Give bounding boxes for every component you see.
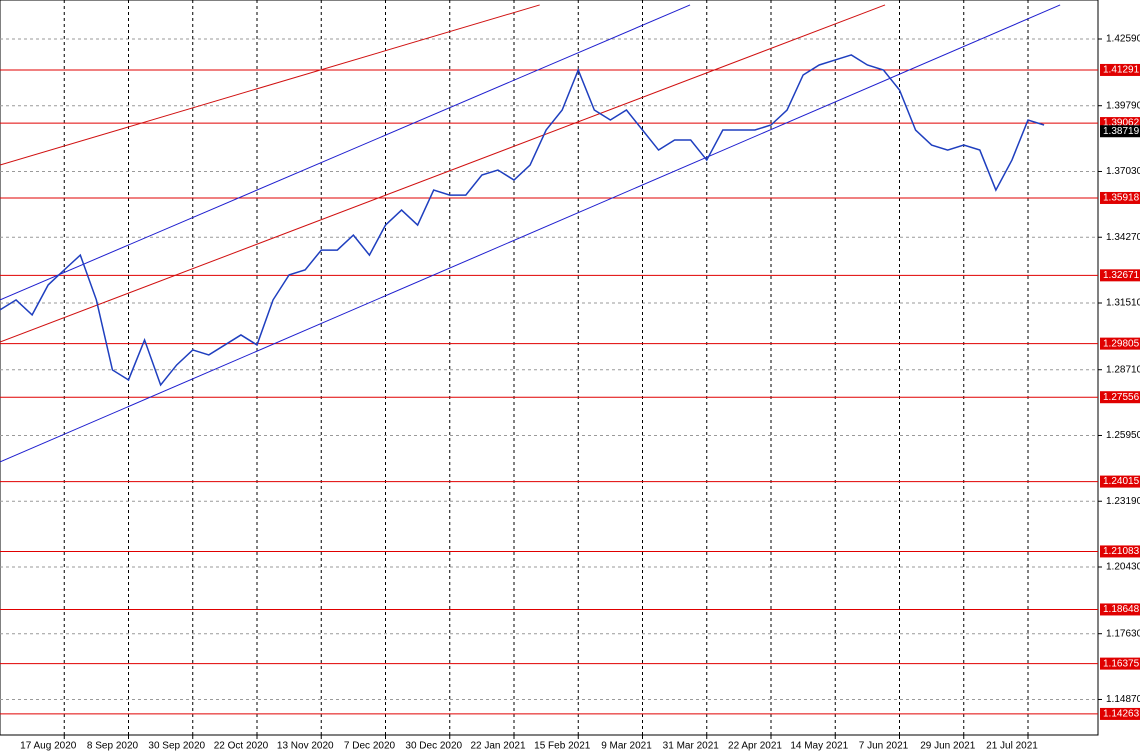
level-label-box <box>1100 191 1140 204</box>
level-label: 1.39062 <box>1103 118 1140 129</box>
y-tick-label: 1.17630 <box>1106 628 1140 639</box>
x-tick-label: 17 Aug 2020 <box>20 741 77 752</box>
x-tick-label: 29 Jun 2021 <box>920 741 975 752</box>
y-tick-label: 1.42590 <box>1106 34 1140 45</box>
level-label: 1.24015 <box>1103 476 1140 487</box>
level-label-box <box>1100 475 1140 488</box>
level-label-box <box>1100 603 1140 616</box>
y-tick-label: 1.34270 <box>1106 232 1140 243</box>
trendline <box>0 4 691 301</box>
x-tick-label: 22 Oct 2020 <box>214 741 269 752</box>
price-line <box>0 54 1045 387</box>
level-label: 1.18648 <box>1103 604 1140 615</box>
x-tick-label: 7 Dec 2020 <box>344 741 396 752</box>
y-tick-label: 1.25950 <box>1106 430 1140 441</box>
y-tick-label: 1.23190 <box>1106 496 1140 507</box>
level-label-box <box>1100 657 1140 670</box>
x-tick-label: 14 May 2021 <box>790 741 848 752</box>
x-tick-label: 7 Jun 2021 <box>859 741 909 752</box>
trendline <box>0 4 540 166</box>
y-tick-label: 1.14870 <box>1106 694 1140 705</box>
last-price-label: 1.38719 <box>1103 126 1140 137</box>
x-tick-label: 8 Sep 2020 <box>87 741 139 752</box>
x-tick-label: 21 Jul 2021 <box>986 741 1038 752</box>
x-tick-label: 31 Mar 2021 <box>663 741 720 752</box>
x-tick-label: 30 Sep 2020 <box>148 741 205 752</box>
level-label-box <box>1100 63 1140 76</box>
level-label: 1.16375 <box>1103 658 1140 669</box>
level-label: 1.29805 <box>1103 338 1140 349</box>
trendline <box>0 4 1061 463</box>
trendline <box>0 4 886 343</box>
y-tick-label: 1.37030 <box>1106 166 1140 177</box>
level-label-box <box>1100 269 1140 282</box>
level-label: 1.27556 <box>1103 392 1140 403</box>
y-tick-label: 1.20430 <box>1106 562 1140 573</box>
level-label: 1.21083 <box>1103 546 1140 557</box>
level-label-box <box>1100 391 1140 404</box>
y-tick-label: 1.31510 <box>1106 298 1140 309</box>
y-tick-label: 1.39790 <box>1106 100 1140 111</box>
level-label: 1.32671 <box>1103 270 1140 281</box>
x-tick-label: 15 Feb 2021 <box>534 741 591 752</box>
x-tick-label: 13 Nov 2020 <box>277 741 334 752</box>
level-label-box <box>1100 707 1140 720</box>
y-tick-label: 1.28710 <box>1106 364 1140 375</box>
x-tick-label: 30 Dec 2020 <box>405 741 462 752</box>
level-label: 1.41291 <box>1103 65 1140 76</box>
last-price-box <box>1100 125 1140 138</box>
plot-area <box>0 0 1099 736</box>
x-tick-label: 9 Mar 2021 <box>601 741 652 752</box>
x-tick-label: 22 Apr 2021 <box>728 741 782 752</box>
x-tick-label: 22 Jan 2021 <box>470 741 525 752</box>
level-label: 1.35918 <box>1103 193 1140 204</box>
level-label: 1.14263 <box>1103 709 1140 720</box>
level-label-box <box>1100 545 1140 558</box>
level-label-box <box>1100 337 1140 350</box>
